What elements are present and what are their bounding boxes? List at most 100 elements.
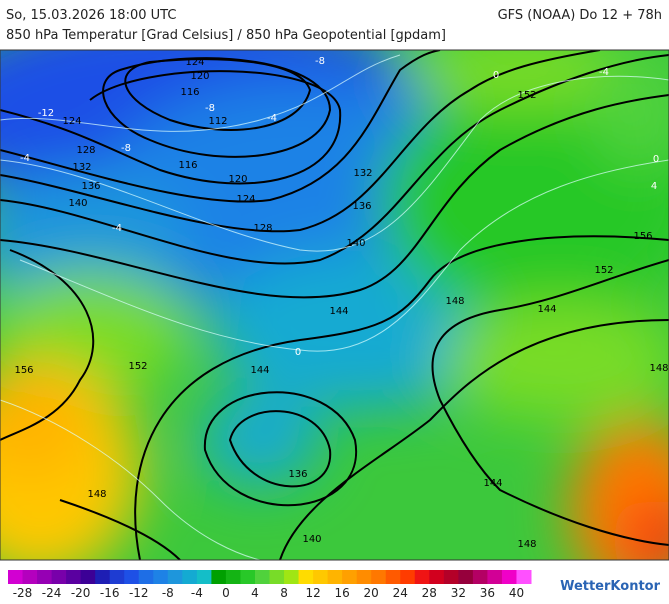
geopotential-label: 116 [178, 160, 197, 171]
temperature-label: -8 [205, 103, 215, 114]
temperature-label: -4 [112, 223, 122, 234]
colorbar-swatch [80, 570, 96, 584]
colorbar-tick-label: 12 [305, 586, 320, 600]
colorbar-swatch [153, 570, 169, 584]
colorbar-swatch [443, 570, 459, 584]
colorbar-swatch [298, 570, 314, 584]
colorbar-swatch [66, 570, 82, 584]
temperature-label: 4 [651, 181, 657, 192]
colorbar-tick-label: -28 [13, 586, 33, 600]
colorbar-swatch [124, 570, 140, 584]
geopotential-label: 148 [649, 363, 668, 374]
colorbar-tick-label: 4 [251, 586, 259, 600]
geopotential-label: 140 [68, 198, 87, 209]
colorbar-swatch [196, 570, 212, 584]
geopotential-label: 124 [185, 57, 204, 68]
geopotential-label: 136 [81, 181, 100, 192]
colorbar-swatch [284, 570, 300, 584]
colorbar-swatch [8, 570, 24, 584]
geopotential-label: 152 [517, 90, 536, 101]
colorbar-swatch [51, 570, 67, 584]
temperature-label: -12 [38, 108, 54, 119]
temperature-label: 0 [493, 70, 499, 81]
temperature-label: -8 [315, 56, 325, 67]
colorbar-swatch [429, 570, 445, 584]
colorbar-tick-label: 0 [222, 586, 230, 600]
map-frame [0, 49, 669, 561]
geopotential-label: 148 [445, 296, 464, 307]
colorbar-swatch [240, 570, 256, 584]
geopotential-label: 124 [62, 116, 81, 127]
colorbar-swatch [37, 570, 53, 584]
geopotential-label: 124 [236, 194, 255, 205]
colorbar-swatch [501, 570, 517, 584]
geopotential-label: 148 [87, 489, 106, 500]
colorbar-tick-label: 32 [451, 586, 466, 600]
colorbar-tick-label: -4 [191, 586, 203, 600]
geopotential-label: 132 [353, 168, 372, 179]
colorbar-tick-label: -20 [71, 586, 91, 600]
colorbar-tick-label: 20 [364, 586, 379, 600]
temperature-label: -8 [121, 143, 131, 154]
colorbar-swatch [109, 570, 125, 584]
geopotential-label: 112 [208, 116, 227, 127]
colorbar-tick-label: -16 [100, 586, 120, 600]
colorbar-swatch [385, 570, 401, 584]
geopotential-contours [0, 50, 669, 560]
temperature-label: -4 [20, 153, 30, 164]
logo: WetterKontor [560, 579, 661, 594]
colorbar-swatch [356, 570, 372, 584]
geopotential-label: 148 [517, 539, 536, 550]
colorbar-tick-label: -12 [129, 586, 149, 600]
header-date: So, 15.03.2026 18:00 UTC [6, 8, 176, 23]
colorbar-swatch [313, 570, 329, 584]
colorbar-swatch [458, 570, 474, 584]
isotherms [0, 54, 669, 560]
colorbar-swatch [342, 570, 358, 584]
temperature-label: 0 [653, 154, 659, 165]
colorbar-swatch [327, 570, 343, 584]
colorbar-swatch [211, 570, 227, 584]
geopotential-label: 140 [302, 534, 321, 545]
geopotential-label: 128 [76, 145, 95, 156]
colorbar-swatch [182, 570, 198, 584]
geopotential-label: 152 [128, 361, 147, 372]
geopotential-label: 136 [352, 201, 371, 212]
colorbar-swatch [472, 570, 488, 584]
geopotential-label: 136 [288, 469, 307, 480]
colorbar-tick-label: 40 [509, 586, 524, 600]
geopotential-label: 152 [594, 265, 613, 276]
header-model: GFS (NOAA) Do 12 + 78h [498, 8, 662, 23]
colorbar-tick-label: -24 [42, 586, 62, 600]
geopotential-label: 156 [633, 231, 652, 242]
geopotential-label: 144 [483, 478, 502, 489]
colorbar-swatch [269, 570, 285, 584]
geopotential-label: 120 [228, 174, 247, 185]
temperature-label: -4 [599, 67, 609, 78]
geopotential-label: 156 [14, 365, 33, 376]
colorbar-swatch [516, 570, 532, 584]
colorbar-swatch [167, 570, 183, 584]
colorbar-swatch [414, 570, 430, 584]
colorbar-tick-label: 16 [334, 586, 349, 600]
geopotential-label: 144 [250, 365, 269, 376]
temperature-label: 0 [295, 347, 301, 358]
colorbar-swatch [225, 570, 241, 584]
colorbar-tick-label: 28 [422, 586, 437, 600]
colorbar-tick-label: -8 [162, 586, 174, 600]
colorbar-swatch [371, 570, 387, 584]
colorbar-swatch [487, 570, 503, 584]
header-subtitle: 850 hPa Temperatur [Grad Celsius] / 850 … [6, 28, 446, 43]
temperature-label: -4 [267, 113, 277, 124]
geopotential-label: 144 [537, 304, 556, 315]
geopotential-label: 128 [253, 223, 272, 234]
geopotential-label: 116 [180, 87, 199, 98]
geopotential-label: 132 [72, 162, 91, 173]
geopotential-label: 120 [190, 71, 209, 82]
colorbar-tick-label: 24 [393, 586, 408, 600]
colorbar-swatch [400, 570, 416, 584]
colorbar-swatch [95, 570, 111, 584]
colorbar-tick-label: 8 [280, 586, 288, 600]
